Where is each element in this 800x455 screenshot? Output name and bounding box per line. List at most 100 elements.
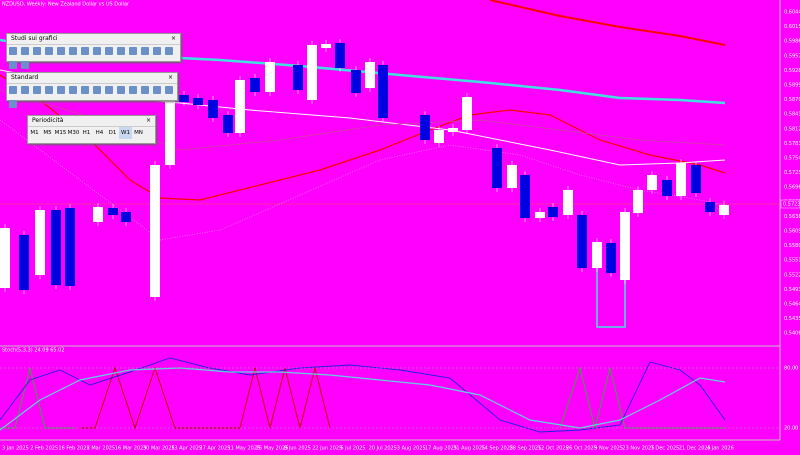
price-label: 0.59280 bbox=[784, 68, 800, 74]
stoch-cyan bbox=[0, 367, 726, 431]
icon[interactable] bbox=[45, 47, 53, 55]
candle bbox=[351, 70, 361, 93]
price-label: 0.54930 bbox=[784, 287, 800, 293]
price-label: 0.57830 bbox=[784, 141, 800, 147]
icon[interactable] bbox=[153, 47, 161, 55]
period-button[interactable]: M1 bbox=[30, 130, 39, 136]
icon[interactable] bbox=[141, 86, 149, 94]
candle bbox=[223, 115, 233, 133]
icon[interactable] bbox=[33, 47, 41, 55]
candle bbox=[121, 212, 131, 222]
period-button[interactable]: M5 bbox=[43, 130, 52, 136]
price-label: 0.58700 bbox=[784, 97, 800, 103]
icon[interactable] bbox=[57, 47, 65, 55]
icon[interactable] bbox=[129, 86, 137, 94]
date-label: 21 Dec 2025 bbox=[679, 446, 711, 452]
candle bbox=[577, 215, 587, 268]
icon[interactable] bbox=[165, 86, 173, 94]
icon[interactable] bbox=[105, 86, 113, 94]
candle bbox=[250, 78, 260, 92]
candle bbox=[307, 45, 317, 100]
toolbar-title: Standard bbox=[7, 73, 177, 84]
date-label: 12 Oct 2025 bbox=[538, 446, 569, 452]
candle bbox=[0, 228, 10, 288]
icon[interactable] bbox=[165, 47, 173, 55]
candle bbox=[193, 98, 203, 105]
price-label: 0.59570 bbox=[784, 53, 800, 59]
candle bbox=[335, 43, 345, 68]
date-label: 28 Sep 2025 bbox=[510, 446, 542, 452]
current-price-box bbox=[780, 199, 800, 209]
icon[interactable] bbox=[81, 47, 89, 55]
price-label: 0.55510 bbox=[784, 258, 800, 264]
candle bbox=[208, 100, 218, 118]
price-label: 0.57540 bbox=[784, 156, 800, 162]
icon[interactable] bbox=[21, 86, 29, 94]
icon[interactable] bbox=[69, 47, 77, 55]
date-label: 20 Jul 2025 bbox=[369, 446, 397, 452]
date-label: 23 Nov 2025 bbox=[622, 446, 654, 452]
candle bbox=[676, 163, 686, 196]
candle bbox=[520, 175, 530, 218]
icon[interactable] bbox=[141, 47, 149, 55]
icon[interactable] bbox=[9, 86, 17, 94]
icon[interactable] bbox=[57, 86, 65, 94]
period-button[interactable]: W1 bbox=[119, 127, 132, 139]
price-label: 0.54640 bbox=[784, 302, 800, 308]
candle bbox=[321, 44, 331, 48]
price-label: 0.58120 bbox=[784, 126, 800, 132]
icon[interactable] bbox=[93, 47, 101, 55]
candle bbox=[548, 207, 558, 217]
current-price: 0.57230 bbox=[783, 202, 800, 208]
candle bbox=[35, 210, 45, 275]
icon[interactable] bbox=[69, 86, 77, 94]
period-button[interactable]: D1 bbox=[108, 130, 117, 136]
icon[interactable] bbox=[9, 47, 17, 55]
icon[interactable] bbox=[81, 86, 89, 94]
date-label: 8 Jun 2025 bbox=[284, 446, 311, 452]
icon[interactable] bbox=[45, 86, 53, 94]
price-label: 0.54060 bbox=[784, 331, 800, 337]
date-label: 3 Jan 2025 bbox=[2, 446, 29, 452]
candle bbox=[507, 165, 517, 188]
candle bbox=[563, 190, 573, 215]
price-label: 0.54350 bbox=[784, 316, 800, 322]
icon[interactable] bbox=[33, 86, 41, 94]
icon[interactable] bbox=[9, 61, 17, 69]
date-label: 13 Apr 2025 bbox=[171, 446, 202, 452]
candle bbox=[662, 180, 672, 196]
icon[interactable] bbox=[93, 86, 101, 94]
period-button[interactable]: H1 bbox=[82, 130, 91, 136]
icon[interactable] bbox=[129, 47, 137, 55]
price-label: 0.55800 bbox=[784, 243, 800, 249]
candle bbox=[108, 208, 118, 215]
price-label: 0.56960 bbox=[784, 185, 800, 191]
icon[interactable] bbox=[21, 61, 29, 69]
price-label: 0.56090 bbox=[784, 229, 800, 235]
candle bbox=[535, 212, 545, 218]
stoch-main bbox=[0, 357, 726, 433]
candle bbox=[179, 95, 189, 102]
icon[interactable] bbox=[117, 47, 125, 55]
date-label: 4 Jan 2026 bbox=[707, 446, 734, 452]
toolbar: Standard bbox=[6, 72, 178, 108]
period-button[interactable]: MN bbox=[134, 130, 143, 136]
icon[interactable] bbox=[9, 100, 17, 108]
stoch-signal bbox=[0, 367, 75, 429]
period-button[interactable]: M15 bbox=[54, 130, 67, 136]
candle bbox=[293, 65, 303, 90]
price-label: 0.56380 bbox=[784, 214, 800, 220]
icon[interactable] bbox=[105, 47, 113, 55]
period-button[interactable]: H4 bbox=[95, 130, 104, 136]
icon[interactable] bbox=[21, 47, 29, 55]
icon[interactable] bbox=[117, 86, 125, 94]
price-label: 0.58410 bbox=[784, 112, 800, 118]
date-label: 2 Mar 2025 bbox=[87, 446, 116, 452]
candle bbox=[592, 242, 602, 268]
candle bbox=[492, 148, 502, 188]
period-button[interactable]: M30 bbox=[67, 130, 80, 136]
date-label: 7 Dec 2025 bbox=[651, 446, 680, 452]
icon[interactable] bbox=[153, 86, 161, 94]
